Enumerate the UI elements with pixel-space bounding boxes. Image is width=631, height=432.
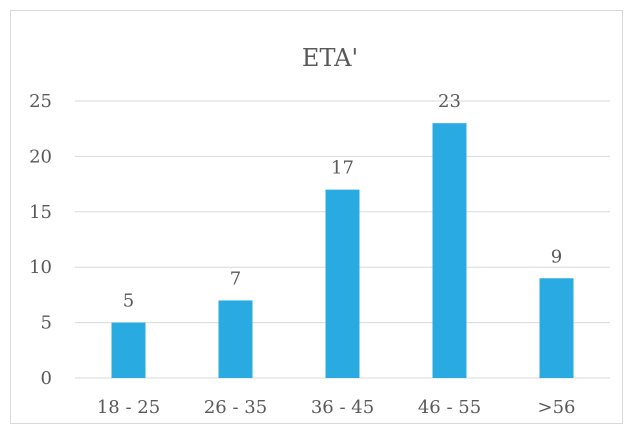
bar-26-35 (218, 300, 253, 378)
x-tick-label: 18 - 25 (97, 397, 160, 418)
bar-series (111, 123, 574, 378)
data-label: 5 (123, 291, 134, 312)
y-tick-label: 10 (29, 257, 52, 278)
y-tick-label: 20 (29, 146, 52, 167)
x-tick-label: 46 - 55 (418, 397, 481, 418)
y-tick-label: 25 (29, 91, 52, 112)
y-tick-label: 0 (41, 368, 52, 389)
bar-56 (539, 278, 574, 378)
x-axis-tick-labels: 18 - 25 26 - 35 36 - 45 46 - 55 >56 (97, 397, 576, 418)
y-tick-label: 15 (29, 202, 52, 223)
data-label: 23 (438, 91, 461, 112)
grid-lines (75, 100, 610, 379)
x-tick-label: 36 - 45 (311, 397, 374, 418)
chart-title: ETA' (302, 44, 358, 72)
x-tick-label: >56 (538, 397, 576, 418)
y-tick-label: 5 (41, 313, 52, 334)
bar-46-55 (432, 123, 467, 378)
data-label: 9 (551, 246, 562, 267)
bar-18-25 (111, 322, 146, 378)
data-label: 17 (331, 158, 354, 179)
data-label: 7 (230, 268, 241, 289)
x-tick-label: 26 - 35 (204, 397, 267, 418)
bar-36-45 (325, 189, 360, 378)
y-axis-tick-labels: 0 5 10 15 20 25 (29, 91, 52, 389)
data-labels: 5 7 17 23 9 (123, 91, 562, 311)
